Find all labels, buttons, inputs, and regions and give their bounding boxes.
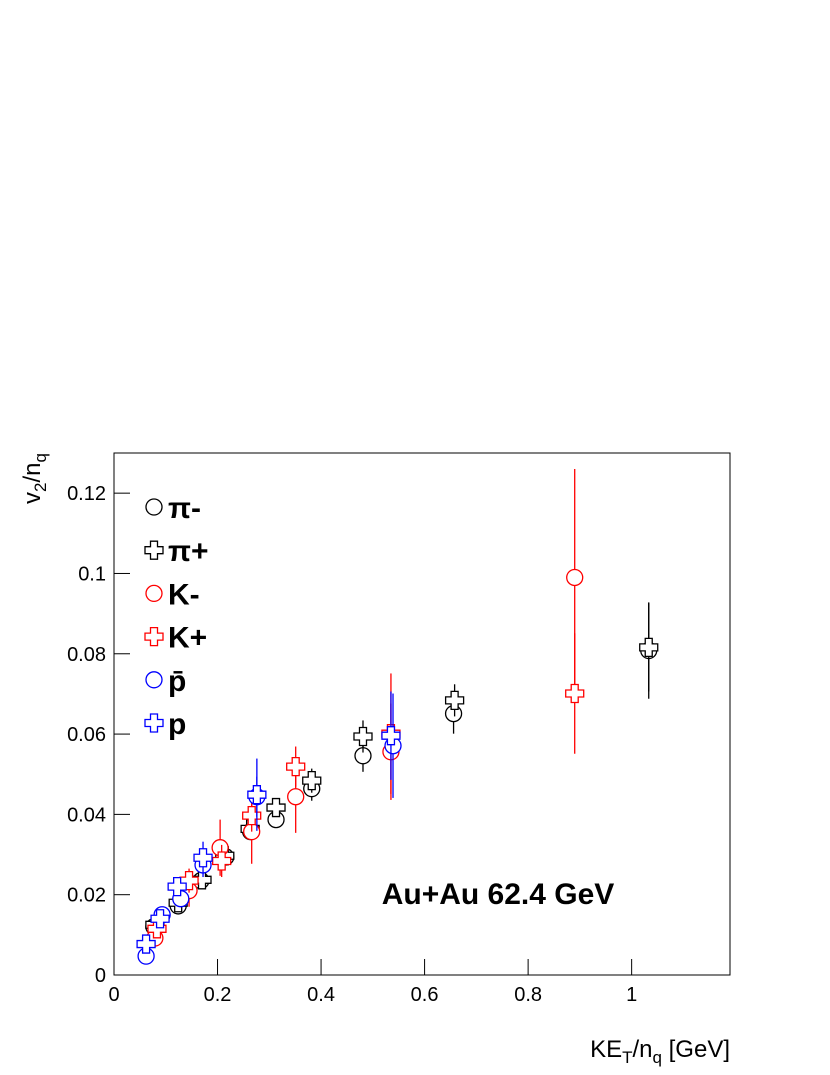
x-axis-label-part: [GeV] xyxy=(662,1036,730,1063)
x-axis-label-part: KE xyxy=(590,1036,622,1063)
point xyxy=(302,771,322,791)
point xyxy=(136,934,156,954)
x-axis-label-part: T xyxy=(622,1048,632,1067)
legend-label: K- xyxy=(168,578,200,611)
point xyxy=(150,909,170,929)
point xyxy=(266,797,286,818)
legend-marker xyxy=(144,540,164,560)
point xyxy=(287,788,305,806)
y-tick-label: 0.1 xyxy=(78,563,106,585)
point xyxy=(242,805,262,826)
point xyxy=(286,756,306,777)
y-tick-label: 0.12 xyxy=(67,483,106,505)
legend-label: p̄ xyxy=(168,665,186,698)
legend-marker xyxy=(144,713,164,733)
y-axis-label-part: /n xyxy=(19,462,46,482)
x-axis-label-part: /n xyxy=(632,1036,652,1063)
point xyxy=(639,637,659,657)
x-axis-label-part: q xyxy=(653,1048,662,1067)
y-axis-label-part: q xyxy=(31,453,50,462)
legend-label: K+ xyxy=(168,622,207,655)
legend-label: p xyxy=(168,708,186,741)
point xyxy=(565,683,585,704)
x-tick-label: 0.2 xyxy=(204,984,232,1006)
point xyxy=(381,726,401,746)
point xyxy=(247,785,267,805)
x-tick-label: 1 xyxy=(626,984,637,1006)
point xyxy=(167,877,187,897)
y-tick-label: 0.06 xyxy=(67,724,106,746)
y-axis-label-part: 2 xyxy=(31,482,50,491)
x-axis-label: KET/nq [GeV] xyxy=(590,1036,730,1067)
x-tick-label: 0 xyxy=(108,984,119,1006)
point xyxy=(444,690,465,710)
plot-frame xyxy=(113,452,731,976)
point xyxy=(193,848,213,868)
legend-marker xyxy=(145,498,163,516)
legend-label: π+ xyxy=(168,535,209,568)
legend-marker xyxy=(144,626,164,647)
y-tick-label: 0.02 xyxy=(67,885,106,907)
y-tick-label: 0.08 xyxy=(67,644,106,666)
point xyxy=(566,568,584,587)
point xyxy=(353,726,373,747)
annotation: Au+Au 62.4 GeV xyxy=(382,878,615,911)
y-tick-label: 0 xyxy=(95,965,106,987)
legend-marker xyxy=(145,584,163,603)
legend-label: π- xyxy=(168,492,201,525)
x-tick-label: 0.6 xyxy=(411,984,439,1006)
y-axis-label: v2/nq xyxy=(19,453,50,504)
y-axis-label-part: v xyxy=(19,492,46,504)
legend-marker xyxy=(145,671,163,689)
y-tick-label: 0.04 xyxy=(67,804,106,826)
x-tick-label: 0.4 xyxy=(307,984,335,1006)
x-tick-label: 0.8 xyxy=(514,984,542,1006)
